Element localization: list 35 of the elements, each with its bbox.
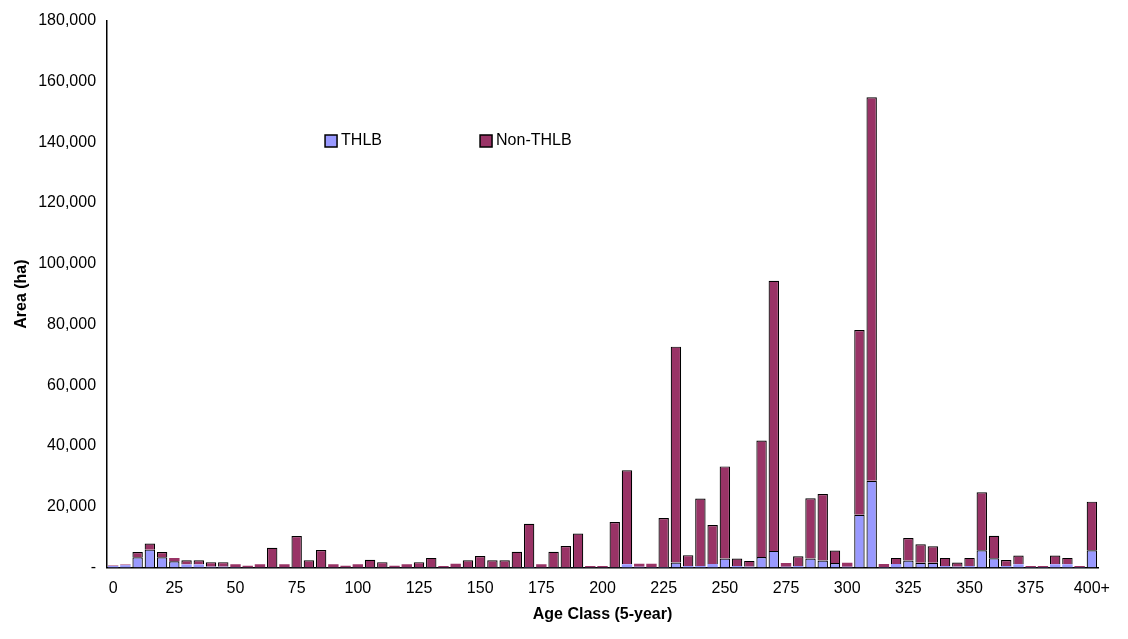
x-tick-label: 175 [528,578,555,596]
y-axis-title: Area (ha) [12,259,30,329]
x-tick-label: 400+ [1073,578,1110,596]
x-tick-label: 350 [956,578,983,596]
x-tick-label: 75 [287,578,306,596]
y-tick-label: 100,000 [38,254,97,272]
y-tick-label: 160,000 [38,71,97,89]
y-tick-label: 120,000 [38,193,97,211]
y-tick-label: 140,000 [38,132,97,150]
legend-label: THLB [341,131,382,149]
x-tick-label: 50 [226,578,245,596]
y-tick-label: - [90,558,97,576]
legend-label: Non-THLB [496,131,572,149]
x-tick-label: 225 [650,578,678,596]
x-tick-label: 375 [1017,578,1045,596]
y-tick-label: 20,000 [47,497,97,515]
bar [169,557,180,562]
x-tick-label: 150 [466,578,494,596]
bar [1062,564,1073,568]
x-tick-label: 275 [772,578,800,596]
x-tick-label: 100 [344,578,372,596]
y-tick-label: 40,000 [47,436,97,454]
y-tick-label: 180,000 [38,11,97,29]
x-tick-label: 25 [165,578,184,596]
x-tick-label: 0 [108,578,118,596]
x-tick-label: 250 [711,578,739,596]
y-tick-label: 80,000 [47,314,97,332]
x-tick-label: 200 [589,578,616,596]
y-tick-label: 60,000 [47,375,97,393]
bar [842,562,853,567]
x-axis-title: Age Class (5-year) [532,604,673,622]
bar [1013,564,1024,568]
x-tick-label: 300 [833,578,861,596]
x-tick-label: 125 [405,578,433,596]
x-tick-label: 325 [895,578,922,596]
